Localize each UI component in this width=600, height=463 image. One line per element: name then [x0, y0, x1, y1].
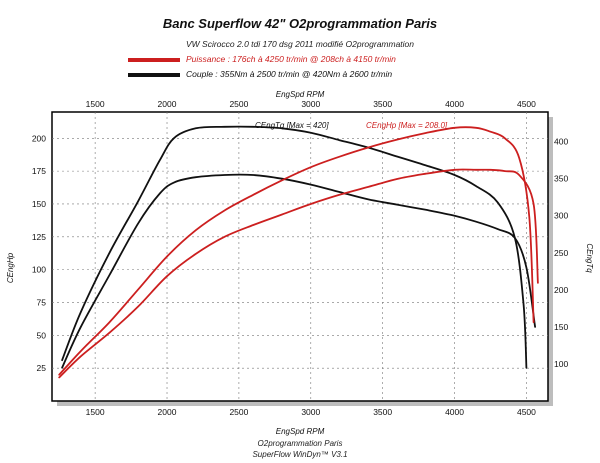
series-line-1 [61, 173, 536, 369]
y-tick-label-left: 75 [37, 297, 47, 307]
y-tick-label-left: 25 [37, 363, 47, 373]
x-tick-label-bottom: 3000 [301, 407, 320, 417]
x-axis-label-top: EngSpd RPM [276, 90, 325, 99]
y-tick-label-left: 100 [32, 265, 46, 275]
x-tick-label-top: 4000 [445, 99, 464, 109]
series-line-0 [61, 125, 528, 369]
x-tick-label-top: 2000 [158, 99, 177, 109]
y-tick-label-right: 200 [554, 285, 568, 295]
legend-label-torque: Couple : 355Nm à 2500 tr/min @ 420Nm à 2… [186, 69, 392, 79]
x-tick-label-bottom: 4500 [517, 407, 536, 417]
legend-label-power: Puissance : 176ch à 4250 tr/min @ 208ch … [186, 54, 396, 64]
y-tick-label-left: 150 [32, 199, 46, 209]
x-tick-label-top: 2500 [229, 99, 248, 109]
x-tick-label-top: 3500 [373, 99, 392, 109]
y-tick-label-left: 175 [32, 166, 46, 176]
x-tick-label-top: 1500 [86, 99, 105, 109]
x-tick-label-bottom: 3500 [373, 407, 392, 417]
tick-labels: 1500 2000 2500 3000 3500 4000 4500 1500 2000 2500… [32, 99, 569, 417]
chart-title: Banc Superflow 42" O2programmation Paris [163, 16, 437, 31]
y-tick-label-right: 400 [554, 137, 568, 147]
x-tick-label-bottom: 2000 [158, 407, 177, 417]
y-tick-label-right: 100 [554, 359, 568, 369]
y-tick-label-right: 300 [554, 211, 568, 221]
footer-line-2: SuperFlow WinDyn™ V3.1 [252, 450, 347, 459]
series-line-2 [58, 126, 535, 376]
y-tick-label-left: 200 [32, 133, 46, 143]
x-tick-label-bottom: 4000 [445, 407, 464, 417]
x-tick-label-top: 4500 [517, 99, 536, 109]
footer-line-1: O2programmation Paris [258, 439, 343, 448]
y-tick-label-left: 125 [32, 232, 46, 242]
plot-area [51, 111, 549, 402]
y-tick-label-right: 150 [554, 322, 568, 332]
series-lines [58, 125, 539, 379]
x-tick-label-top: 3000 [301, 99, 320, 109]
inline-label-power: CEngHp [Max = 208.0] [366, 121, 448, 130]
y-tick-label-right: 250 [554, 248, 568, 258]
y-tick-label-left: 50 [37, 330, 47, 340]
chart-subtitle: VW Scirocco 2.0 tdi 170 dsg 2011 modifié… [186, 39, 414, 49]
legend-swatch-torque [128, 73, 180, 77]
y-axis-label-left: CEngHp [6, 252, 15, 283]
series-line-3 [58, 168, 539, 379]
y-tick-label-right: 350 [554, 174, 568, 184]
inline-label-torque: CEngTq [Max = 420] [255, 121, 329, 130]
y-axis-label-right: CEngTq [585, 243, 594, 273]
legend-swatch-power [128, 58, 180, 62]
x-tick-label-bottom: 1500 [86, 407, 105, 417]
x-axis-label-bottom: EngSpd RPM [276, 427, 325, 436]
x-tick-label-bottom: 2500 [229, 407, 248, 417]
